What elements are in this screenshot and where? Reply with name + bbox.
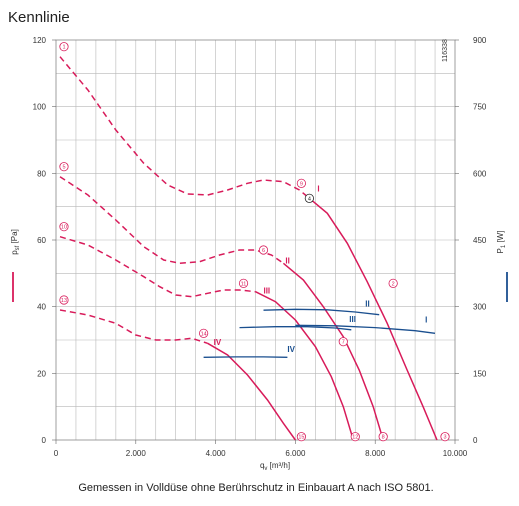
grid bbox=[55, 39, 456, 441]
power-curve-I bbox=[295, 324, 436, 334]
marker-8 bbox=[378, 432, 388, 442]
y-right-tick-label: 450 bbox=[473, 236, 487, 245]
y-left-tick-label: 120 bbox=[33, 36, 47, 45]
power-curve-III bbox=[239, 326, 352, 331]
marker-label-12: 12 bbox=[352, 435, 358, 441]
marker-12 bbox=[350, 432, 360, 442]
marker-label-3: 3 bbox=[443, 435, 446, 441]
marker-11 bbox=[238, 278, 249, 288]
pressure-curve-label-I: I bbox=[317, 185, 319, 194]
y-left-tick-label: 100 bbox=[33, 103, 47, 112]
marker-10 bbox=[59, 222, 69, 232]
pressure-curve-dashed-IV bbox=[59, 309, 208, 345]
marker-label-2: 2 bbox=[392, 281, 395, 287]
pressure-curve-I bbox=[308, 197, 438, 441]
x-tick-label: 4.000 bbox=[206, 449, 227, 458]
pressure-curve-IV bbox=[207, 342, 297, 441]
y-right-tick-label: 900 bbox=[473, 36, 487, 45]
marker-label-9: 9 bbox=[300, 181, 303, 187]
marker-6 bbox=[258, 245, 269, 255]
marker-2 bbox=[388, 278, 398, 288]
chart-title: Kennlinie bbox=[8, 9, 70, 26]
power-curve-label-III: III bbox=[349, 315, 356, 324]
y-right-tick-label: 600 bbox=[473, 169, 487, 178]
x-tick-label: 8.000 bbox=[365, 449, 386, 458]
y-left-tick-label: 20 bbox=[37, 369, 46, 378]
pressure-curve-dashed-III bbox=[59, 235, 256, 298]
marker-1 bbox=[59, 42, 69, 52]
y-left-axis-label: psf [Pa] bbox=[10, 229, 21, 255]
caption: Gemessen in Volldüse ohne Berührschutz i… bbox=[78, 482, 433, 494]
id-number: 116338 bbox=[442, 39, 449, 62]
marker-label-10: 10 bbox=[61, 225, 67, 231]
marker-15 bbox=[296, 432, 306, 442]
marker-label-6: 6 bbox=[262, 248, 265, 254]
pressure-curve-dashed-II bbox=[59, 176, 284, 265]
x-tick-label: 2.000 bbox=[126, 449, 147, 458]
marker-label-7: 7 bbox=[342, 340, 345, 346]
x-axis-label: qv [m³/h] bbox=[260, 461, 290, 472]
x-tick-label: 0 bbox=[54, 449, 59, 458]
pressure-curve-II bbox=[282, 262, 384, 441]
power-curve-label-II: II bbox=[365, 300, 369, 309]
y-left-tick-label: 80 bbox=[37, 169, 46, 178]
marker-label-13: 13 bbox=[61, 298, 67, 304]
power-curve-label-IV: IV bbox=[287, 345, 295, 354]
pressure-curve-label-IV: IV bbox=[214, 338, 222, 347]
marker-14 bbox=[199, 328, 209, 338]
x-tick-label: 10.000 bbox=[443, 449, 468, 458]
marker-label-1: 1 bbox=[62, 45, 65, 51]
y-right-tick-label: 150 bbox=[473, 369, 487, 378]
pressure-curve-label-II: II bbox=[285, 256, 289, 265]
pressure-curve-label-III: III bbox=[263, 286, 270, 295]
y-left-tick-label: 60 bbox=[37, 236, 46, 245]
pressure-curve-dashed-I bbox=[59, 56, 310, 199]
curves bbox=[59, 56, 438, 441]
power-curve-II bbox=[263, 308, 380, 316]
power-curve-label-I: I bbox=[425, 316, 427, 325]
marker-5 bbox=[59, 162, 69, 172]
y-right-tick-label: 750 bbox=[473, 103, 487, 112]
marker-label-4: 4 bbox=[308, 196, 311, 202]
marker-label-5: 5 bbox=[62, 165, 65, 171]
marker-9 bbox=[296, 178, 306, 188]
y-left-tick-label: 0 bbox=[42, 436, 47, 445]
y-right-tick-label: 300 bbox=[473, 303, 487, 312]
marker-label-14: 14 bbox=[201, 331, 207, 337]
marker-label-11: 11 bbox=[241, 281, 247, 287]
marker-label-8: 8 bbox=[382, 435, 385, 441]
marker-13 bbox=[59, 295, 69, 305]
marker-label-15: 15 bbox=[298, 435, 304, 441]
marker-3 bbox=[440, 432, 450, 442]
axes: 0 20 40 60 80 100 120 0 150 300 450 600 750 900 0 2.000… bbox=[10, 36, 508, 472]
x-tick-label: 6.000 bbox=[285, 449, 306, 458]
y-right-tick-label: 0 bbox=[473, 436, 478, 445]
pressure-curve-III bbox=[255, 291, 355, 441]
y-left-tick-label: 40 bbox=[37, 303, 46, 312]
y-right-axis-label: P1 [W] bbox=[496, 231, 507, 254]
marker-7 bbox=[338, 337, 348, 347]
marker-4 bbox=[304, 193, 314, 203]
